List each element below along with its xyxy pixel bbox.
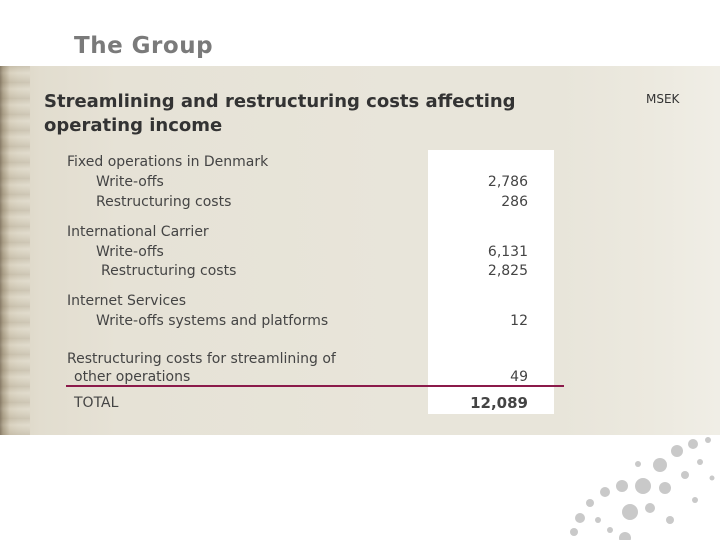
- total-label: TOTAL: [74, 395, 119, 411]
- row-label: Write-offs: [96, 174, 164, 190]
- row-label: Fixed operations in Denmark: [67, 154, 269, 170]
- row-value: 2,825: [487, 263, 528, 279]
- row-value: 49: [510, 369, 528, 385]
- row-label: Restructuring costs: [96, 194, 232, 210]
- row-label: International Carrier: [67, 224, 209, 240]
- total-divider: [66, 385, 564, 387]
- row-label: Write-offs systems and platforms: [96, 313, 329, 329]
- row-label: Restructuring costs for streamlining of: [67, 351, 336, 367]
- row-value: 6,131: [487, 244, 528, 260]
- decorative-dots-graphic: [570, 437, 715, 540]
- row-value: 12: [510, 313, 528, 329]
- slide-subtitle: Streamlining and restructuring costs aff…: [44, 91, 516, 136]
- total-value: 12,089: [470, 394, 528, 412]
- row-label: other operations: [74, 369, 191, 385]
- row-label: Restructuring costs: [101, 263, 237, 279]
- row-label: Internet Services: [67, 293, 187, 309]
- values-column: [428, 150, 554, 414]
- unit-label: MSEK: [646, 92, 680, 106]
- row-value: 286: [501, 194, 528, 210]
- content-panel: [0, 66, 720, 435]
- row-label: Write-offs: [96, 244, 164, 260]
- row-value: 2,786: [487, 174, 528, 190]
- page-title: The Group: [74, 33, 214, 59]
